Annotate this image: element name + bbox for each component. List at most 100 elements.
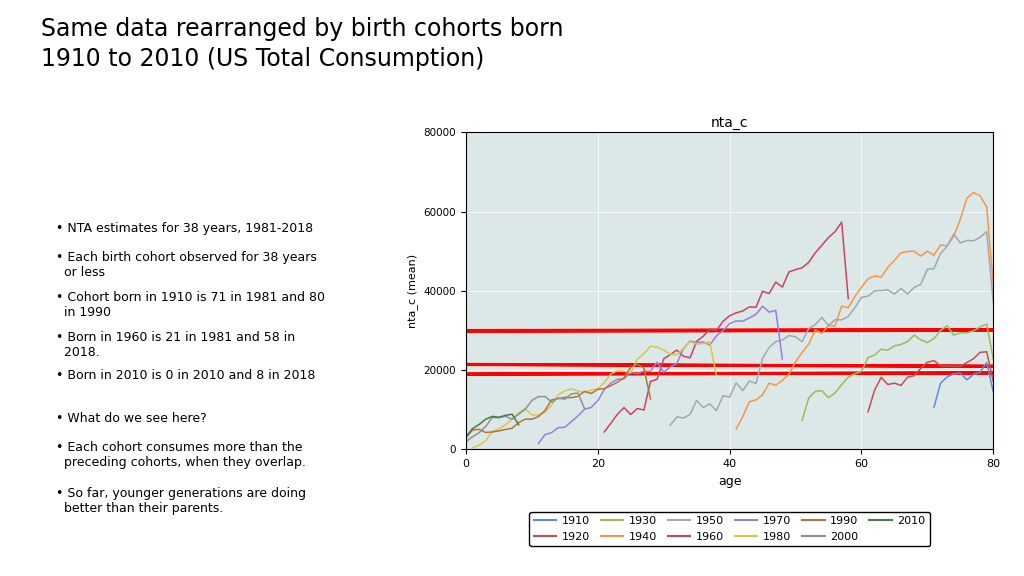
- 1990: [512, 419, 524, 426]
- 2000: [519, 406, 531, 412]
- 1940: [855, 284, 867, 291]
- 1960: [711, 327, 723, 334]
- 2010: [473, 421, 485, 428]
- 1930: [954, 329, 967, 336]
- 1930: [862, 354, 874, 361]
- 1950: [730, 380, 742, 386]
- 1950: [750, 380, 762, 387]
- 1920: [934, 362, 946, 369]
- 2000: [500, 412, 512, 419]
- 1980: [466, 445, 478, 452]
- 1960: [690, 338, 702, 344]
- 1910: [981, 359, 993, 366]
- 1990: [532, 413, 545, 420]
- 1980: [559, 388, 571, 395]
- 1940: [968, 189, 980, 196]
- 1960: [611, 411, 624, 418]
- 1970: [717, 327, 729, 334]
- 1980: [539, 409, 551, 416]
- 1960: [605, 420, 617, 427]
- 1970: [651, 359, 664, 366]
- 1970: [611, 376, 624, 382]
- 1950: [665, 422, 677, 429]
- 1990: [539, 407, 551, 414]
- 1990: [605, 382, 617, 389]
- 1930: [882, 347, 894, 354]
- 1990: [611, 378, 624, 385]
- Text: • Born in 2010 is 0 in 2010 and 8 in 2018: • Born in 2010 is 0 in 2010 and 8 in 201…: [56, 369, 315, 382]
- 1940: [816, 330, 828, 337]
- 1910: [941, 373, 953, 380]
- 1970: [703, 342, 716, 348]
- Line: 1970: 1970: [539, 306, 782, 444]
- 1940: [941, 242, 953, 249]
- 1990: [579, 388, 591, 395]
- 2000: [565, 391, 578, 397]
- 1930: [842, 374, 854, 381]
- 1980: [625, 369, 637, 376]
- 1990: [585, 390, 597, 397]
- 1960: [697, 333, 710, 340]
- 1910: [987, 388, 999, 395]
- 2000: [506, 416, 518, 423]
- 1980: [598, 379, 610, 386]
- 1960: [803, 259, 815, 266]
- 1940: [842, 304, 854, 311]
- 1950: [882, 286, 894, 293]
- 1970: [532, 440, 545, 447]
- 1960: [651, 376, 664, 382]
- 1980: [638, 350, 650, 357]
- 1940: [776, 377, 788, 384]
- 1940: [868, 272, 881, 279]
- 1950: [947, 231, 959, 238]
- 2000: [473, 429, 485, 436]
- 1950: [901, 290, 913, 297]
- 1950: [677, 415, 689, 422]
- 2010: [512, 421, 524, 428]
- 1970: [552, 424, 564, 431]
- 1930: [888, 342, 900, 349]
- 1990: [486, 429, 499, 435]
- 1940: [974, 192, 986, 199]
- 1940: [901, 248, 913, 255]
- 1920: [922, 359, 934, 366]
- 1910: [934, 380, 946, 386]
- 1980: [473, 442, 485, 449]
- 1960: [631, 405, 643, 412]
- 1930: [895, 341, 907, 348]
- 1950: [876, 287, 888, 294]
- 1940: [987, 281, 999, 288]
- 1930: [822, 394, 835, 401]
- 1930: [828, 389, 841, 396]
- 1990: [644, 396, 656, 403]
- 1940: [922, 248, 934, 255]
- 1950: [836, 316, 848, 323]
- 2000: [460, 438, 472, 445]
- Line: 2010: 2010: [466, 414, 518, 437]
- Line: 1990: 1990: [466, 364, 650, 438]
- 1970: [711, 332, 723, 339]
- 2000: [493, 414, 505, 421]
- 1920: [968, 355, 980, 362]
- 1960: [816, 242, 828, 249]
- 1970: [736, 318, 749, 325]
- 1930: [796, 416, 808, 423]
- 1970: [763, 309, 775, 316]
- 1940: [750, 396, 762, 403]
- 1960: [796, 264, 808, 271]
- 1970: [770, 307, 782, 314]
- Line: 1980: 1980: [472, 342, 717, 448]
- 1940: [809, 327, 821, 334]
- 1950: [822, 322, 835, 329]
- 1980: [585, 386, 597, 393]
- 1950: [928, 265, 940, 272]
- 1960: [822, 234, 835, 241]
- 1990: [525, 416, 538, 423]
- 1960: [782, 268, 795, 275]
- 1970: [638, 367, 650, 374]
- 1950: [855, 294, 867, 301]
- 1950: [703, 400, 716, 407]
- 1950: [922, 266, 934, 272]
- 1930: [928, 335, 940, 342]
- Line: 2000: 2000: [466, 393, 585, 442]
